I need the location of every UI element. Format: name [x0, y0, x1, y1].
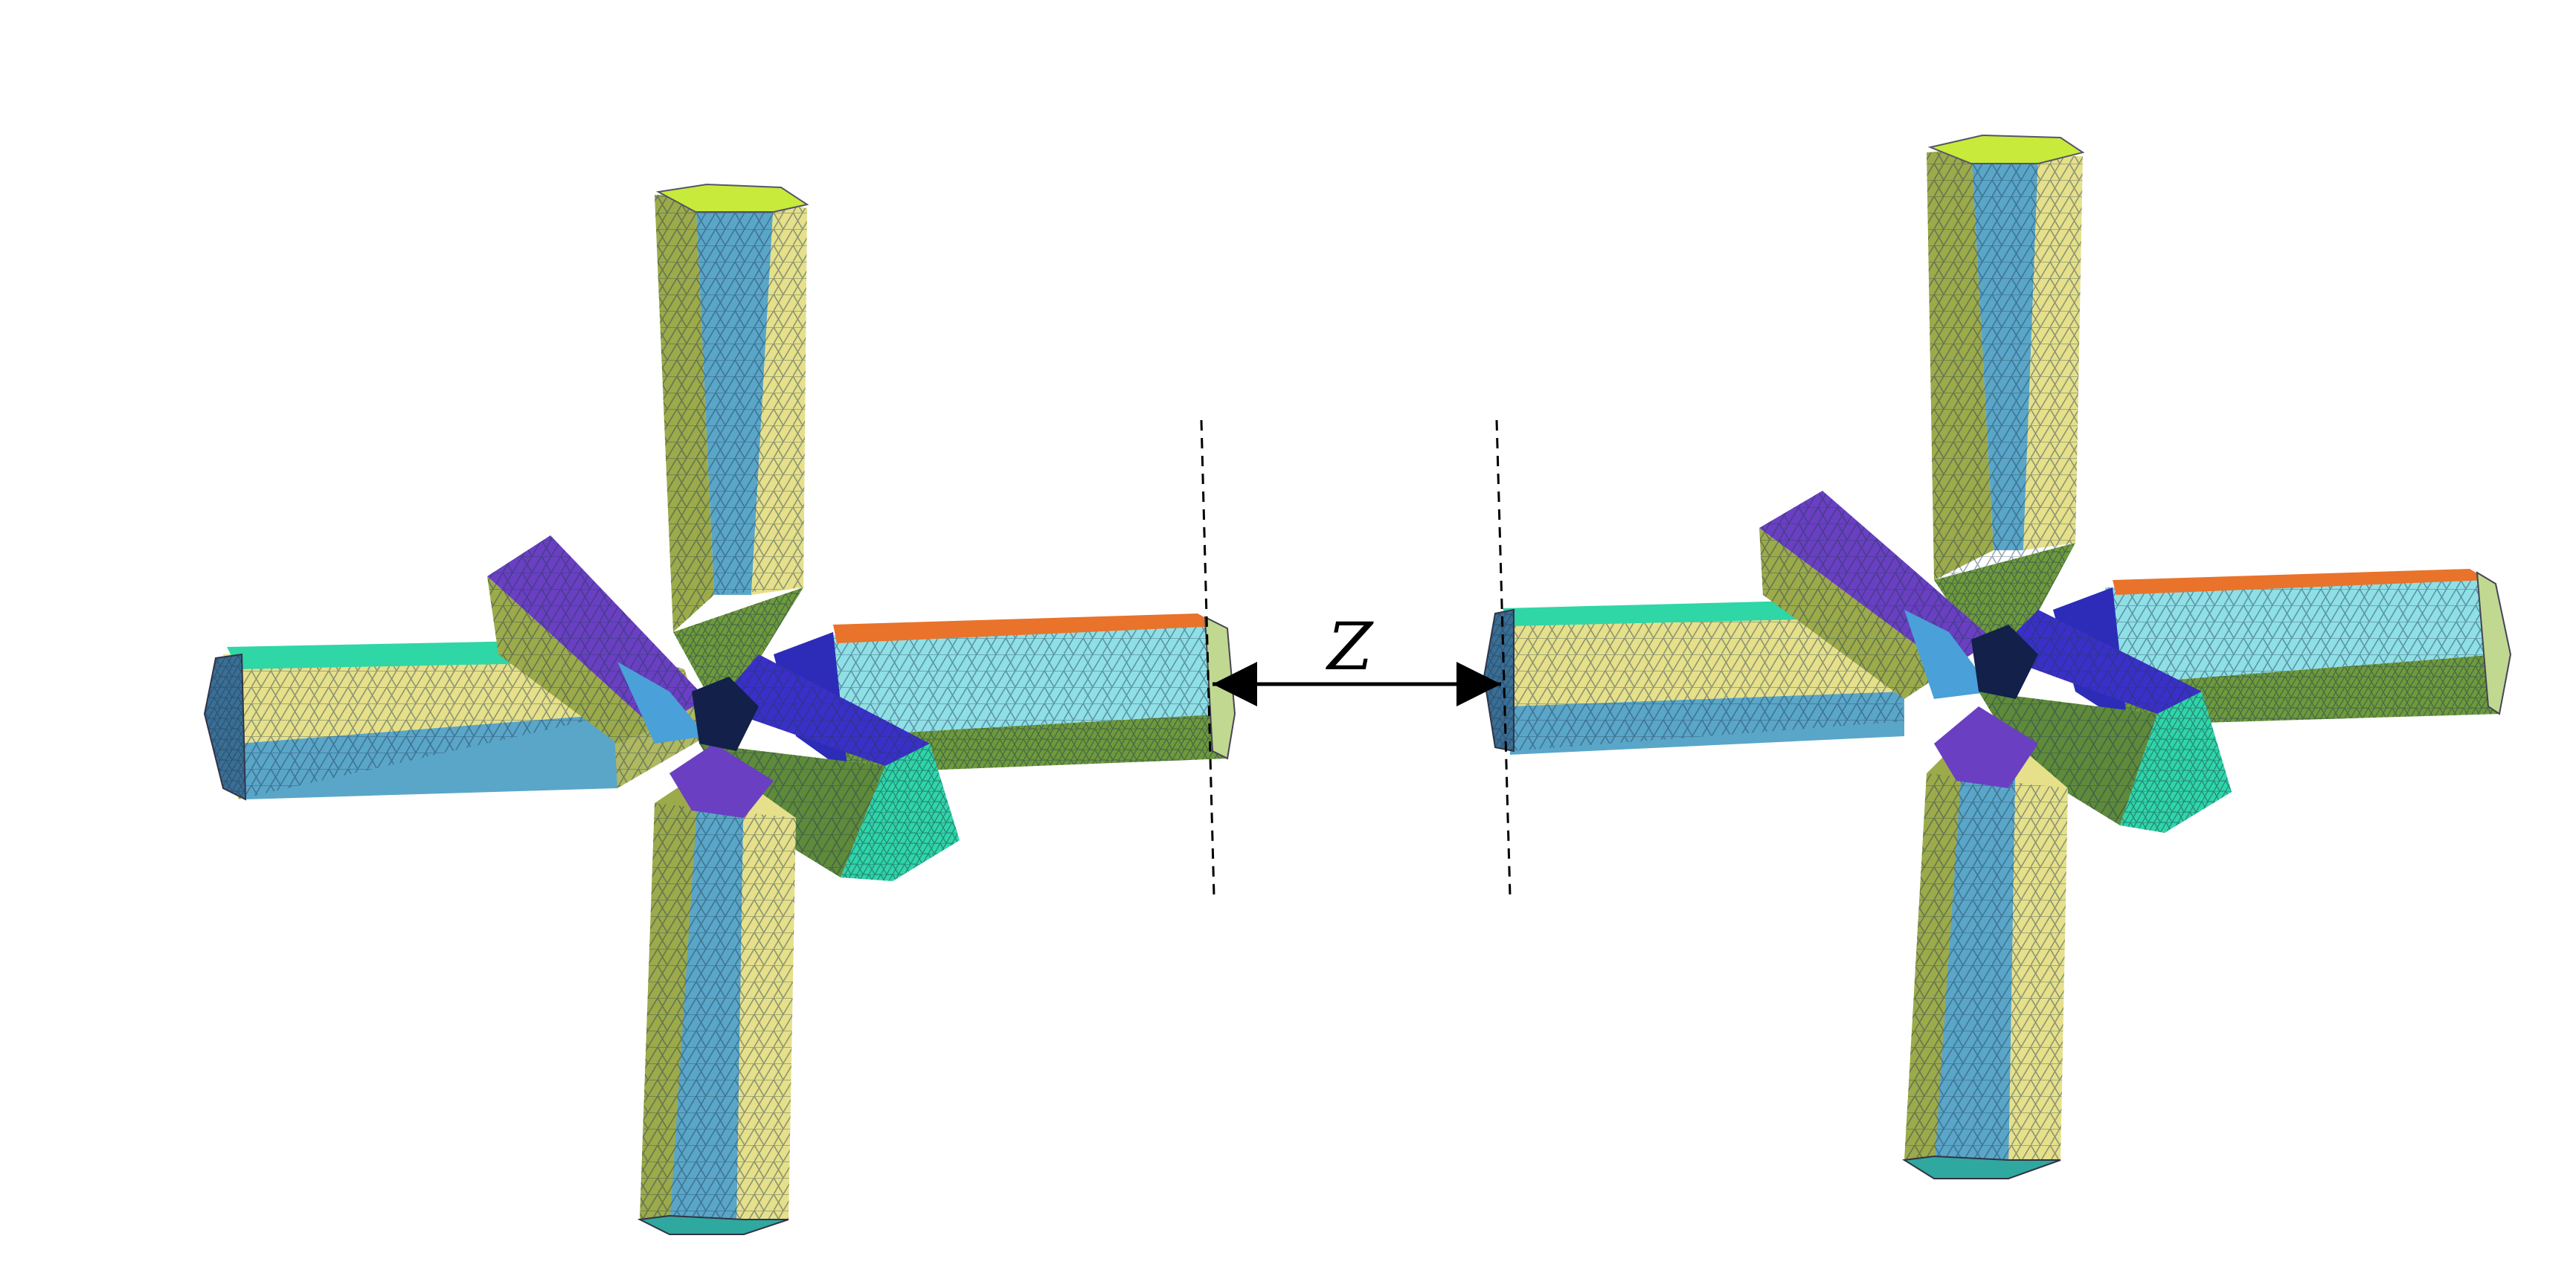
gap-label: Z [1325, 608, 1374, 685]
left-bottom-arm [637, 744, 796, 1235]
left-top-arm [655, 183, 809, 706]
right-lower-diagonal-arm [1979, 610, 2232, 833]
right-bottom-arm [1902, 706, 2068, 1179]
left-dashed-boundary [1200, 419, 1215, 897]
left-lower-diagonal-arm [699, 654, 960, 881]
right-dashed-boundary [1495, 419, 1512, 897]
right-top-arm [1927, 134, 2085, 669]
right-cross-mesh [1483, 134, 2512, 1179]
right-right-arm [2053, 569, 2512, 725]
right-upper-diagonal-arm [1759, 491, 1994, 699]
left-cross-mesh [203, 183, 1236, 1235]
left-hub [692, 677, 759, 751]
left-upper-diagonal-arm [487, 535, 707, 744]
right-hub [1971, 625, 2038, 699]
